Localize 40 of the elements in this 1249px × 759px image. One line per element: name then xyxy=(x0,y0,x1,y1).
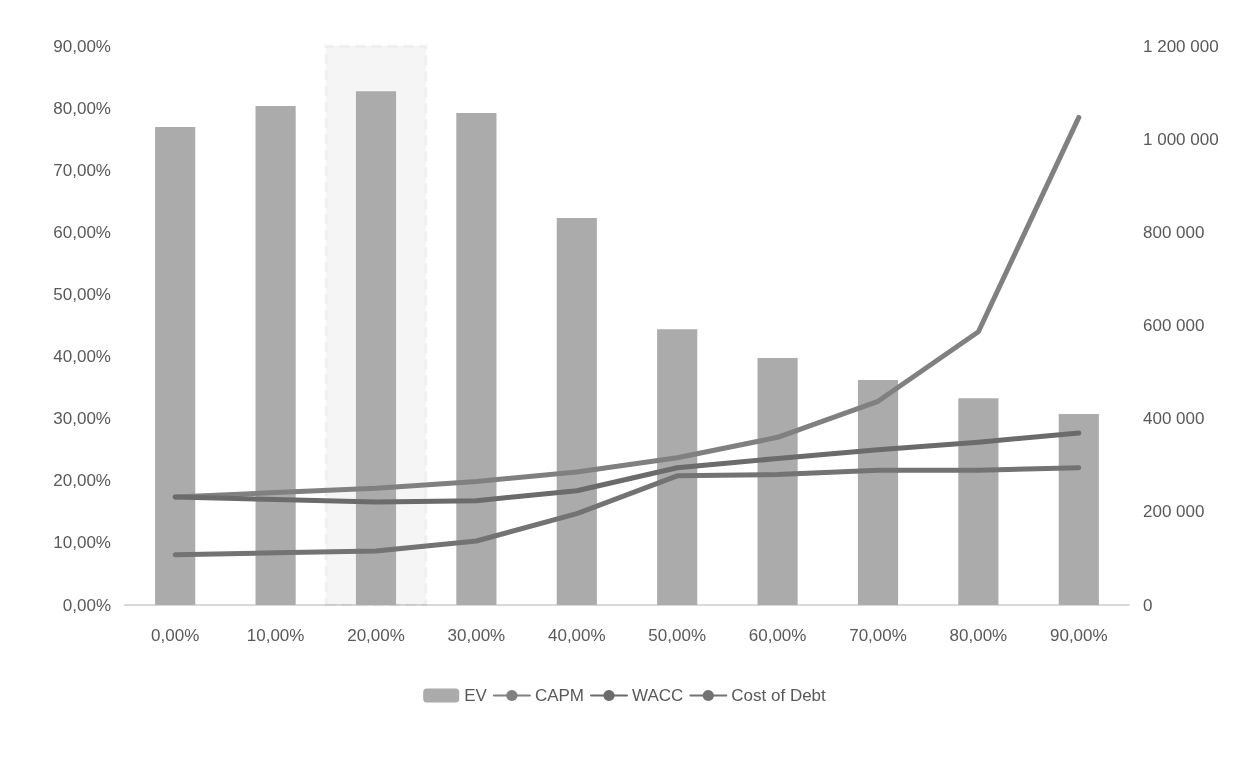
x-tick-label: 60,00% xyxy=(748,626,807,645)
x-tick-label: 50,00% xyxy=(648,626,707,645)
y2-tick-label: 400 000 xyxy=(1143,409,1205,429)
y2-tick-label: 600 000 xyxy=(1143,316,1205,335)
x-tick-label: 0,00% xyxy=(151,626,200,645)
x-tick-label: 20,00% xyxy=(347,626,405,645)
legend-label: WACC xyxy=(632,686,684,705)
y-tick-label: 70,00% xyxy=(53,160,111,180)
legend-label: Cost of Debt xyxy=(731,686,827,705)
y-tick-label: 40,00% xyxy=(53,347,111,367)
y-tick-label: 50,00% xyxy=(53,284,111,304)
y-tick-label: 10,00% xyxy=(53,533,111,553)
y2-tick-label: 1 000 000 xyxy=(1143,129,1219,149)
x-tick-label: 70,00% xyxy=(849,626,907,645)
bar xyxy=(456,113,497,605)
bar xyxy=(255,106,296,605)
bar xyxy=(857,380,899,605)
y-tick-label: 20,00% xyxy=(53,471,111,491)
y2-tick-label: 200 000 xyxy=(1143,502,1205,522)
y2-tick-label: 1 200 000 xyxy=(1143,36,1219,56)
x-tick-label: 90,00% xyxy=(1049,626,1108,645)
y2-tick-label: 0 xyxy=(1143,595,1153,615)
y-tick-label: 90,00% xyxy=(53,36,111,56)
y-tick-label: 60,00% xyxy=(53,222,111,242)
x-tick-label: 10,00% xyxy=(246,626,305,645)
legend-label: CAPM xyxy=(534,686,585,705)
bar xyxy=(757,358,798,605)
x-tick-label: 80,00% xyxy=(949,626,1008,645)
bar xyxy=(1058,414,1099,605)
bar xyxy=(155,127,196,605)
y-tick-label: 0,00% xyxy=(62,595,111,615)
y2-tick-label: 800 000 xyxy=(1143,222,1205,242)
y-tick-label: 80,00% xyxy=(53,98,111,118)
x-tick-label: 30,00% xyxy=(447,626,506,645)
y-tick-label: 30,00% xyxy=(53,409,111,429)
bar xyxy=(958,398,999,605)
x-tick-label: 40,00% xyxy=(547,626,606,645)
legend-label: EV xyxy=(464,686,488,705)
bar xyxy=(657,329,698,605)
bar xyxy=(556,217,597,605)
